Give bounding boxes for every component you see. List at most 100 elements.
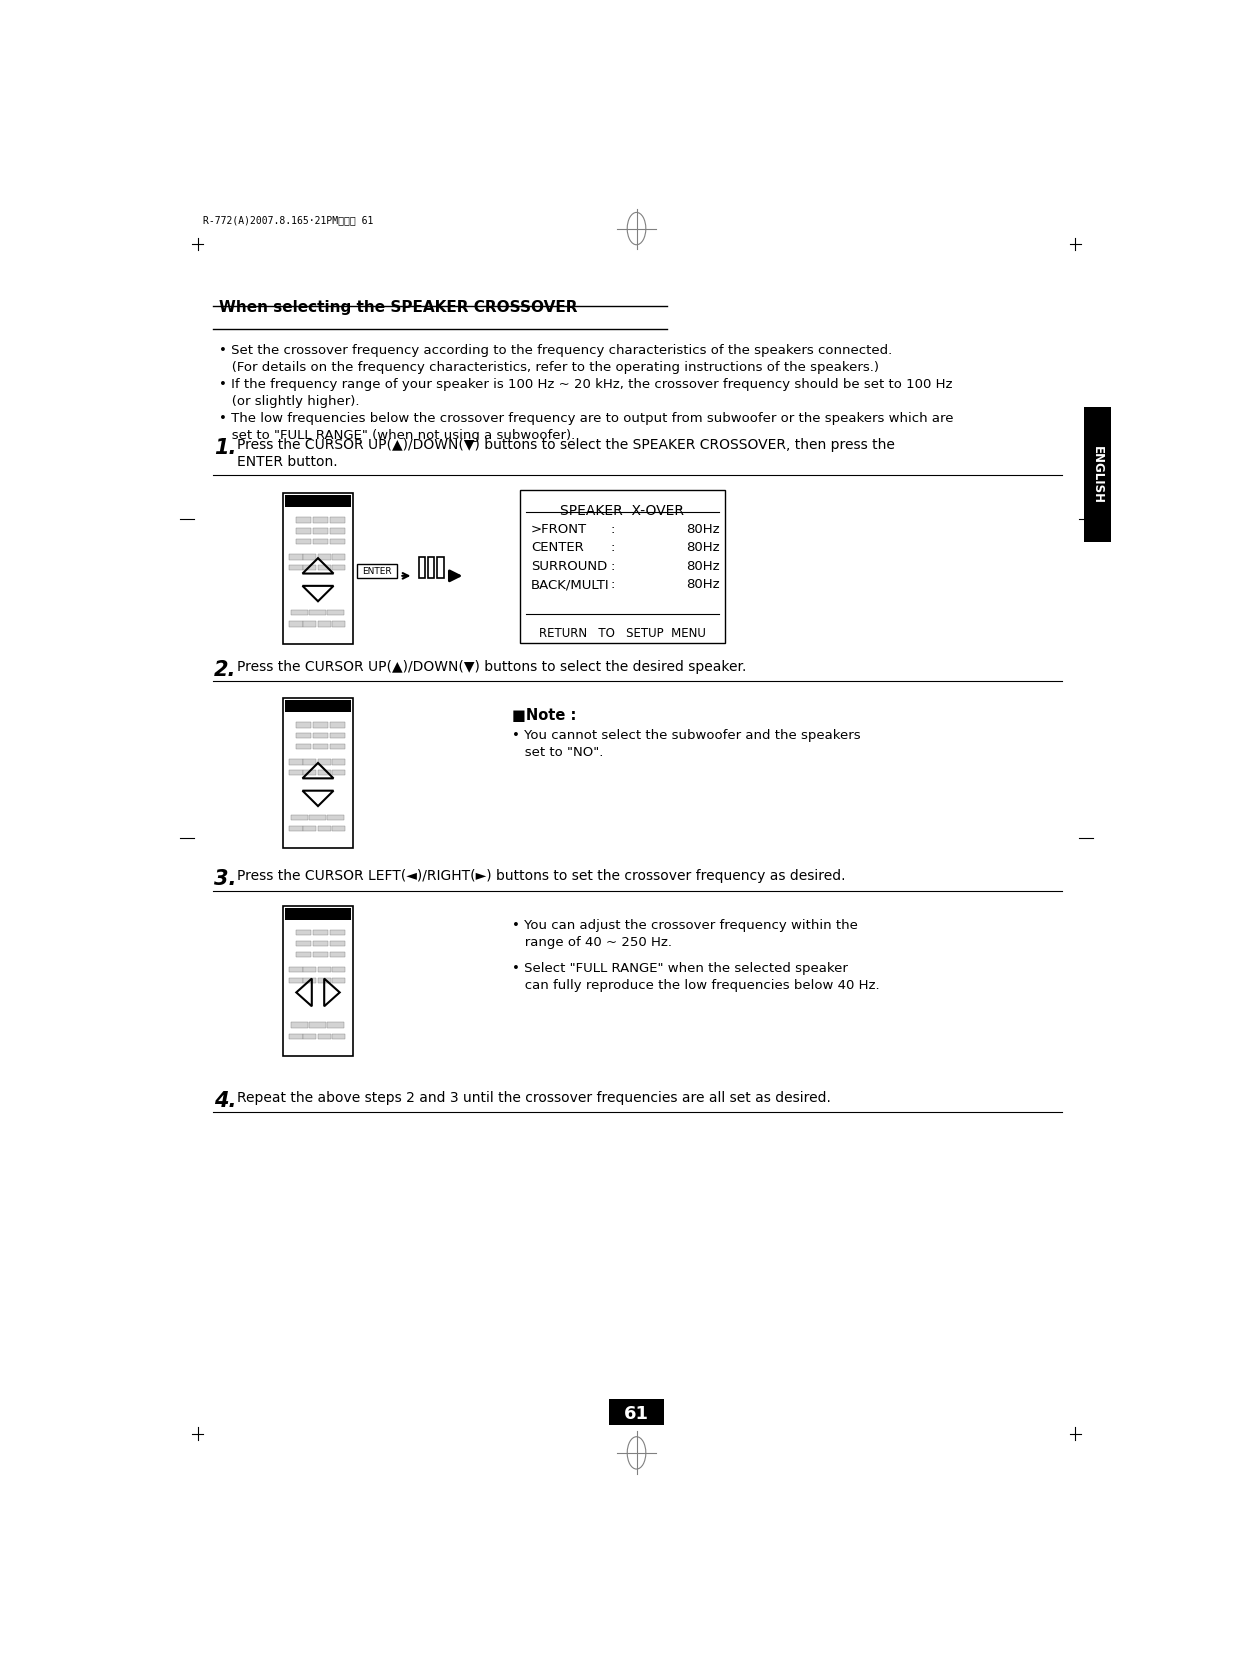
Bar bbox=[297, 952, 310, 957]
Text: (or slightly higher).: (or slightly higher). bbox=[219, 395, 359, 409]
Bar bbox=[289, 565, 303, 570]
Bar bbox=[297, 538, 310, 545]
Bar bbox=[332, 621, 345, 626]
Text: R-772(A)2007.8.165·21PM페이지 61: R-772(A)2007.8.165·21PM페이지 61 bbox=[204, 214, 374, 224]
Bar bbox=[356, 565, 397, 578]
Bar bbox=[318, 621, 332, 626]
Bar bbox=[332, 555, 345, 560]
Bar bbox=[318, 759, 332, 764]
Bar bbox=[303, 967, 317, 972]
Text: ENGLISH: ENGLISH bbox=[1090, 445, 1104, 503]
Text: 80Hz: 80Hz bbox=[686, 541, 720, 555]
Bar bbox=[289, 978, 303, 983]
Text: :: : bbox=[611, 523, 615, 537]
Text: CENTER: CENTER bbox=[532, 541, 584, 555]
Bar bbox=[313, 952, 328, 957]
Text: Press the CURSOR UP(▲)/DOWN(▼) buttons to select the SPEAKER CROSSOVER, then pre: Press the CURSOR UP(▲)/DOWN(▼) buttons t… bbox=[237, 439, 894, 452]
Bar bbox=[284, 699, 351, 713]
Bar bbox=[297, 733, 310, 739]
Text: • If the frequency range of your speaker is 100 Hz ~ 20 kHz, the crossover frequ: • If the frequency range of your speaker… bbox=[219, 379, 953, 390]
Bar bbox=[297, 744, 310, 749]
Bar bbox=[309, 814, 325, 821]
Bar bbox=[289, 967, 303, 972]
Bar bbox=[284, 907, 351, 920]
Bar bbox=[313, 744, 328, 749]
Bar bbox=[297, 930, 310, 935]
Text: set to "NO".: set to "NO". bbox=[512, 746, 604, 759]
Bar bbox=[330, 538, 345, 545]
Bar bbox=[284, 495, 351, 507]
Text: ENTER button.: ENTER button. bbox=[237, 455, 338, 468]
Bar bbox=[332, 1035, 345, 1040]
Text: 4.: 4. bbox=[214, 1091, 236, 1111]
Bar bbox=[318, 771, 332, 776]
Bar bbox=[332, 771, 345, 776]
Bar bbox=[330, 528, 345, 533]
Text: range of 40 ~ 250 Hz.: range of 40 ~ 250 Hz. bbox=[512, 937, 672, 948]
Text: SPEAKER  X-OVER: SPEAKER X-OVER bbox=[560, 505, 684, 518]
Bar bbox=[303, 771, 317, 776]
Bar bbox=[289, 555, 303, 560]
Bar bbox=[283, 907, 353, 1056]
Text: 80Hz: 80Hz bbox=[686, 560, 720, 573]
Bar bbox=[318, 1035, 332, 1040]
Text: 2.: 2. bbox=[214, 659, 236, 679]
Bar bbox=[330, 952, 345, 957]
Bar bbox=[318, 967, 332, 972]
Bar bbox=[327, 610, 344, 615]
Bar bbox=[313, 538, 328, 545]
Bar bbox=[297, 517, 310, 523]
Text: • The low frequencies below the crossover frequency are to output from subwoofer: • The low frequencies below the crossove… bbox=[219, 412, 954, 425]
Text: Press the CURSOR LEFT(◄)/RIGHT(►) buttons to set the crossover frequency as desi: Press the CURSOR LEFT(◄)/RIGHT(►) button… bbox=[237, 869, 845, 884]
Bar bbox=[332, 759, 345, 764]
Bar bbox=[327, 814, 344, 821]
Bar bbox=[318, 978, 332, 983]
Text: 80Hz: 80Hz bbox=[686, 578, 720, 591]
Bar bbox=[289, 759, 303, 764]
Bar bbox=[289, 771, 303, 776]
Bar bbox=[327, 1023, 344, 1028]
Text: When selecting the SPEAKER CROSSOVER: When selecting the SPEAKER CROSSOVER bbox=[219, 301, 578, 316]
Text: ■Note :: ■Note : bbox=[512, 708, 576, 723]
Bar bbox=[309, 1023, 325, 1028]
Bar bbox=[291, 814, 308, 821]
Bar bbox=[303, 555, 317, 560]
Bar bbox=[313, 930, 328, 935]
Text: BACK/MULTI: BACK/MULTI bbox=[532, 578, 610, 591]
Bar bbox=[303, 1035, 317, 1040]
Text: Repeat the above steps 2 and 3 until the crossover frequencies are all set as de: Repeat the above steps 2 and 3 until the… bbox=[237, 1091, 831, 1105]
Bar bbox=[291, 610, 308, 615]
Text: :: : bbox=[611, 560, 615, 573]
Text: SURROUND: SURROUND bbox=[532, 560, 607, 573]
Bar bbox=[313, 723, 328, 728]
Text: RETURN   TO   SETUP  MENU: RETURN TO SETUP MENU bbox=[539, 626, 705, 639]
Bar bbox=[332, 967, 345, 972]
Text: (For details on the frequency characteristics, refer to the operating instructio: (For details on the frequency characteri… bbox=[219, 360, 879, 374]
Bar bbox=[309, 610, 325, 615]
Text: Press the CURSOR UP(▲)/DOWN(▼) buttons to select the desired speaker.: Press the CURSOR UP(▲)/DOWN(▼) buttons t… bbox=[237, 659, 746, 674]
Bar bbox=[318, 555, 332, 560]
Bar bbox=[289, 621, 303, 626]
Text: • You can adjust the crossover frequency within the: • You can adjust the crossover frequency… bbox=[512, 919, 858, 932]
Text: • Select "FULL RANGE" when the selected speaker: • Select "FULL RANGE" when the selected … bbox=[512, 962, 847, 975]
Bar bbox=[303, 759, 317, 764]
Bar bbox=[318, 565, 332, 570]
Bar bbox=[303, 826, 317, 832]
Bar bbox=[291, 1023, 308, 1028]
Bar bbox=[297, 528, 310, 533]
Bar bbox=[313, 733, 328, 739]
Bar bbox=[303, 565, 317, 570]
Bar bbox=[313, 940, 328, 947]
Text: • You cannot select the subwoofer and the speakers: • You cannot select the subwoofer and th… bbox=[512, 729, 861, 742]
Text: • Set the crossover frequency according to the frequency characteristics of the : • Set the crossover frequency according … bbox=[219, 344, 892, 357]
Bar bbox=[283, 493, 353, 643]
Bar bbox=[330, 744, 345, 749]
Text: >FRONT: >FRONT bbox=[532, 523, 587, 537]
Bar bbox=[313, 528, 328, 533]
Text: can fully reproduce the low frequencies below 40 Hz.: can fully reproduce the low frequencies … bbox=[512, 978, 879, 992]
Bar bbox=[519, 490, 725, 643]
Bar bbox=[297, 940, 310, 947]
Bar bbox=[313, 517, 328, 523]
Bar bbox=[332, 826, 345, 832]
Bar bbox=[297, 723, 310, 728]
